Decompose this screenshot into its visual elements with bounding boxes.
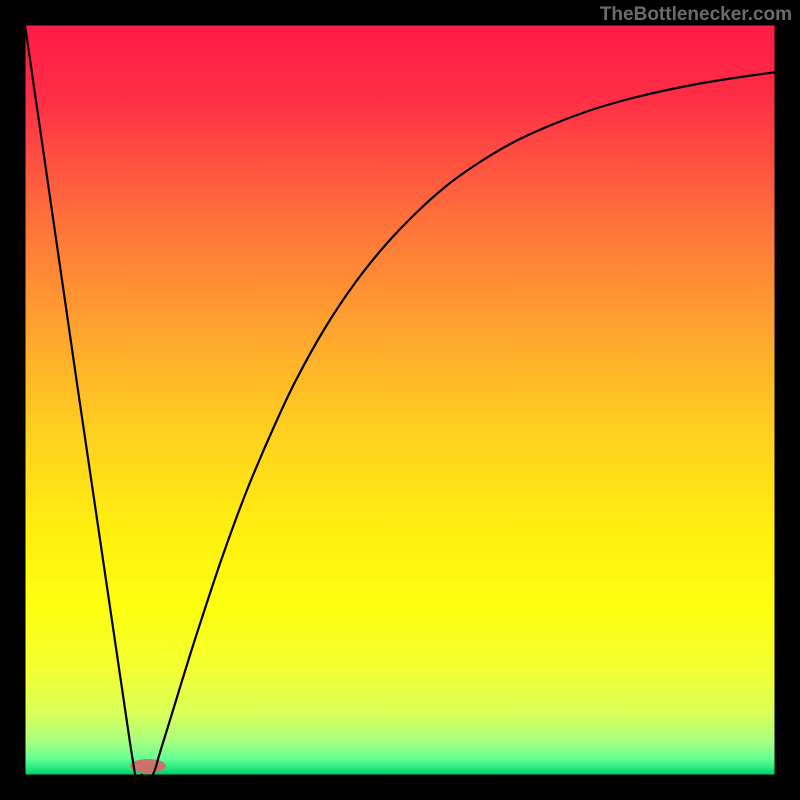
bottleneck-chart: TheBottlenecker.com	[0, 0, 800, 800]
chart-container: TheBottlenecker.com	[0, 0, 800, 800]
attribution-text: TheBottlenecker.com	[600, 4, 792, 25]
plot-background-gradient	[25, 25, 775, 775]
